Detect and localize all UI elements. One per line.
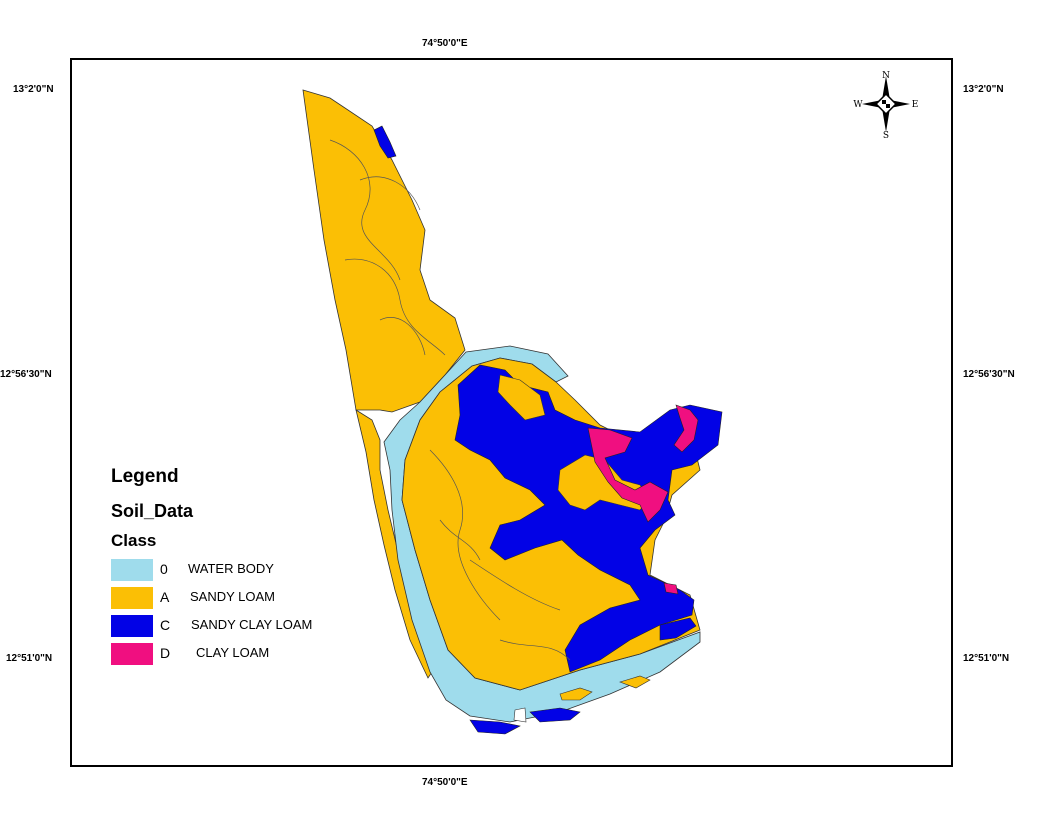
latitude-label-left-bottom: 12°51'0"N: [6, 653, 53, 664]
compass-south-label: S: [883, 131, 889, 141]
legend-code: 0: [160, 561, 168, 577]
compass-east-label: E: [912, 100, 919, 110]
legend-item-clay-loam: D CLAY LOAM: [111, 643, 371, 665]
soil-region-clay-loam-3: [663, 582, 679, 595]
compass-west-label: W: [853, 100, 863, 110]
legend-label: WATER BODY: [188, 561, 274, 576]
north-arrow-compass: [862, 76, 910, 132]
latitude-label-left-top: 13°2'0"N: [13, 84, 54, 95]
soil-region-sandy-clay-loam-main: [454, 364, 723, 673]
latitude-label-left-mid: 12°56'30"N: [0, 369, 52, 380]
legend-layer-name: Soil_Data: [111, 501, 194, 521]
legend-swatch-clay-loam: [111, 643, 153, 665]
legend-code: D: [160, 645, 171, 661]
longitude-label-top: 74°50'0"E: [422, 38, 468, 49]
legend-swatch-sandy-loam: [111, 587, 153, 609]
soil-region-sandy-loam-inner-2: [497, 374, 546, 421]
soil-region-sandy-loam-island: [559, 687, 593, 701]
legend-swatch-sandy-clay-loam: [111, 615, 153, 637]
latitude-label-right-mid: 12°56'30"N: [963, 369, 1015, 380]
contour-lines: [329, 139, 571, 661]
legend-item-sandy-loam: A SANDY LOAM: [111, 587, 371, 609]
soil-region-unclassified: [513, 707, 527, 723]
longitude-label-bottom: 74°50'0"E: [422, 777, 468, 788]
soil-region-sandy-loam-island-2: [619, 675, 651, 689]
soil-region-clay-loam-1: [587, 427, 669, 523]
soil-region-sandy-clay-loam-patch: [659, 617, 697, 641]
legend-swatch-water-body: [111, 559, 153, 581]
legend-label: SANDY LOAM: [190, 589, 276, 604]
soil-region-sandy-clay-loam-south: [529, 707, 581, 723]
legend-item-water-body: 0 WATER BODY: [111, 559, 371, 581]
soil-region-sandy-clay-loam-south-2: [469, 719, 521, 735]
soil-region-sandy-clay-loam-north: [373, 125, 397, 159]
legend-title: Legend: [111, 466, 179, 487]
compass-north-label: N: [882, 71, 890, 81]
legend-code: A: [160, 589, 170, 605]
latitude-label-right-top: 13°2'0"N: [963, 84, 1004, 95]
legend-code: C: [160, 617, 171, 633]
legend-label: SANDY CLAY LOAM: [191, 617, 313, 632]
latitude-label-right-bottom: 12°51'0"N: [963, 653, 1010, 664]
legend-field-name: Class: [111, 531, 157, 550]
legend-item-sandy-clay-loam: C SANDY CLAY LOAM: [111, 615, 371, 637]
legend-label: CLAY LOAM: [196, 645, 270, 660]
soil-region-clay-loam-2: [673, 404, 699, 453]
